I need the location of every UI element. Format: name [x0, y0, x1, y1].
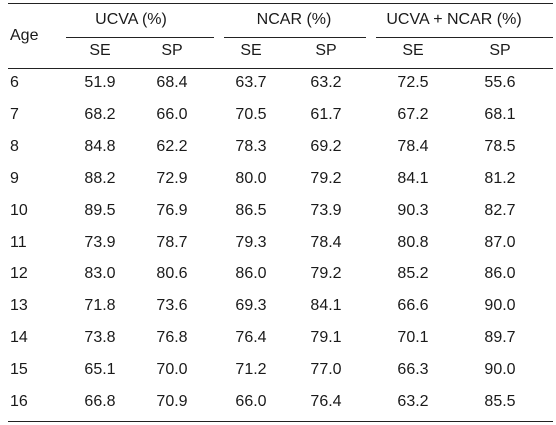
value-cell: 55.6 [484, 74, 516, 91]
sub-header-ucva-ncar-se: SE [402, 42, 424, 59]
value-cell: 90.0 [484, 297, 516, 315]
sub-header-ncar-se: SE [240, 42, 262, 59]
value-cell: 68.1 [484, 105, 516, 123]
value-cell: 88.2 [84, 169, 116, 187]
value-cell: 80.0 [235, 169, 267, 187]
value-cell: 70.1 [397, 329, 429, 347]
value-cell: 70.9 [156, 393, 188, 410]
sub-header-ucva-sp: SP [161, 42, 183, 59]
value-cell: 86.5 [235, 201, 267, 219]
value-cell: 65.1 [84, 361, 116, 379]
value-cell: 84.1 [310, 297, 342, 315]
value-cell: 78.5 [484, 137, 516, 155]
age-cell: 12 [10, 265, 28, 283]
value-cell: 63.7 [235, 74, 267, 91]
group-rule-ncar [224, 37, 366, 38]
value-cell: 79.2 [310, 265, 342, 283]
value-cell: 80.6 [156, 265, 188, 283]
age-cell: 9 [10, 169, 19, 187]
value-cell: 81.2 [484, 169, 516, 187]
value-cell: 84.1 [397, 169, 429, 187]
value-cell: 79.1 [310, 329, 342, 347]
value-cell: 80.8 [397, 233, 429, 251]
value-cell: 86.0 [235, 265, 267, 283]
age-cell: 7 [10, 105, 19, 123]
value-cell: 70.0 [156, 361, 188, 379]
value-cell: 78.4 [397, 137, 429, 155]
value-cell: 87.0 [484, 233, 516, 251]
value-cell: 77.0 [310, 361, 342, 379]
age-cell: 10 [10, 201, 28, 219]
value-cell: 72.5 [397, 74, 429, 91]
value-cell: 79.3 [235, 233, 267, 251]
group-rule-ucva-ncar [376, 37, 553, 38]
value-cell: 76.9 [156, 201, 188, 219]
value-cell: 72.9 [156, 169, 188, 187]
age-cell: 6 [10, 74, 19, 91]
value-cell: 90.3 [397, 201, 429, 219]
value-cell: 73.8 [84, 329, 116, 347]
bottom-rule [8, 421, 553, 422]
group-header-ucva-ncar: UCVA + NCAR (%) [386, 11, 522, 28]
age-cell: 13 [10, 297, 28, 315]
age-header: Age [10, 27, 39, 44]
value-cell: 73.9 [310, 201, 342, 219]
value-cell: 69.3 [235, 297, 267, 315]
value-cell: 69.2 [310, 137, 342, 155]
header-rule [8, 68, 553, 69]
value-cell: 66.3 [397, 361, 429, 379]
age-cell: 15 [10, 361, 28, 379]
value-cell: 66.0 [156, 105, 188, 123]
value-cell: 84.8 [84, 137, 116, 155]
value-cell: 83.0 [84, 265, 116, 283]
value-cell: 63.2 [397, 393, 429, 410]
age-cell: 14 [10, 329, 28, 347]
value-cell: 51.9 [84, 74, 116, 91]
value-cell: 66.6 [397, 297, 429, 315]
value-cell: 89.5 [84, 201, 116, 219]
value-cell: 71.8 [84, 297, 116, 315]
value-cell: 68.2 [84, 105, 116, 123]
value-cell: 70.5 [235, 105, 267, 123]
value-cell: 71.2 [235, 361, 267, 379]
value-cell: 76.4 [235, 329, 267, 347]
data-table: Age UCVA (%) NCAR (%) UCVA + NCAR (%) SE… [8, 0, 553, 425]
value-cell: 78.4 [310, 233, 342, 251]
value-cell: 73.9 [84, 233, 116, 251]
value-cell: 78.7 [156, 233, 188, 251]
age-cell: 11 [10, 233, 27, 251]
value-cell: 61.7 [310, 105, 342, 123]
value-cell: 90.0 [484, 361, 516, 379]
value-cell: 85.2 [397, 265, 429, 283]
value-cell: 85.5 [484, 393, 516, 410]
value-cell: 82.7 [484, 201, 516, 219]
value-cell: 62.2 [156, 137, 188, 155]
value-cell: 73.6 [156, 297, 188, 315]
group-header-ucva: UCVA (%) [95, 11, 167, 28]
group-header-ncar: NCAR (%) [256, 11, 332, 28]
value-cell: 89.7 [484, 329, 516, 347]
value-cell: 78.3 [235, 137, 267, 155]
sub-header-ucva-ncar-sp: SP [489, 42, 511, 59]
value-cell: 63.2 [310, 74, 342, 91]
value-cell: 86.0 [484, 265, 516, 283]
top-rule [8, 3, 553, 4]
sub-header-ncar-sp: SP [315, 42, 337, 59]
age-cell: 16 [10, 393, 28, 410]
value-cell: 66.0 [235, 393, 267, 410]
value-cell: 79.2 [310, 169, 342, 187]
value-cell: 76.4 [310, 393, 342, 410]
age-cell: 8 [10, 137, 19, 155]
value-cell: 76.8 [156, 329, 188, 347]
value-cell: 67.2 [397, 105, 429, 123]
group-rule-ucva [66, 37, 214, 38]
value-cell: 66.8 [84, 393, 116, 410]
sub-header-ucva-se: SE [89, 42, 111, 59]
value-cell: 68.4 [156, 74, 188, 91]
